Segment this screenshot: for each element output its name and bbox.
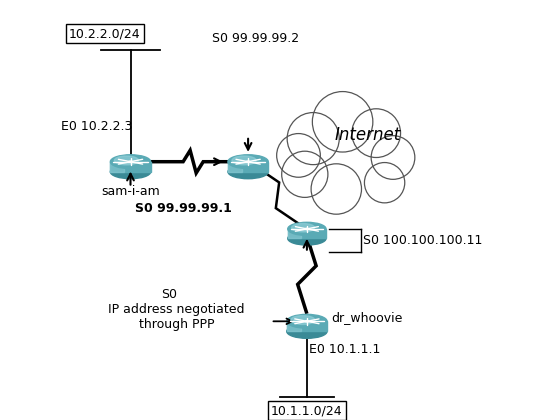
Polygon shape: [228, 162, 268, 172]
Circle shape: [287, 113, 339, 165]
Ellipse shape: [246, 161, 250, 163]
Ellipse shape: [287, 324, 327, 339]
Ellipse shape: [288, 222, 326, 236]
Circle shape: [311, 164, 362, 214]
Text: IP address negotiated
through PPP: IP address negotiated through PPP: [108, 303, 245, 331]
Polygon shape: [287, 321, 301, 331]
Text: S0 100.100.100.11: S0 100.100.100.11: [363, 234, 482, 247]
Ellipse shape: [288, 232, 326, 245]
Circle shape: [282, 151, 328, 197]
Ellipse shape: [129, 161, 132, 163]
Text: 10.2.2.0/24: 10.2.2.0/24: [69, 27, 140, 40]
Circle shape: [371, 136, 415, 179]
Ellipse shape: [292, 223, 315, 232]
Polygon shape: [287, 321, 327, 331]
Circle shape: [312, 92, 373, 152]
Ellipse shape: [228, 155, 268, 168]
Ellipse shape: [111, 165, 151, 179]
Text: sam-i-am: sam-i-am: [101, 185, 160, 198]
Ellipse shape: [111, 155, 151, 168]
Text: E0 10.1.1.1: E0 10.1.1.1: [309, 343, 380, 356]
Ellipse shape: [228, 165, 268, 179]
Circle shape: [277, 134, 320, 177]
Text: S0 99.99.99.2: S0 99.99.99.2: [213, 32, 300, 45]
Polygon shape: [288, 229, 301, 239]
Ellipse shape: [232, 156, 256, 165]
Text: Internet: Internet: [335, 126, 401, 144]
Ellipse shape: [291, 316, 315, 324]
Polygon shape: [288, 229, 326, 239]
Text: 10.1.1.0/24: 10.1.1.0/24: [271, 404, 343, 417]
Text: E0 10.2.2.3: E0 10.2.2.3: [61, 120, 132, 132]
Circle shape: [352, 109, 400, 158]
Text: S0 99.99.99.1: S0 99.99.99.1: [135, 202, 232, 215]
Ellipse shape: [305, 228, 309, 230]
Polygon shape: [111, 162, 124, 172]
Polygon shape: [228, 162, 242, 172]
Text: dr_whoovie: dr_whoovie: [331, 311, 403, 323]
Circle shape: [364, 163, 405, 203]
Polygon shape: [111, 162, 151, 172]
Text: S0: S0: [161, 288, 177, 301]
Ellipse shape: [114, 156, 138, 165]
Ellipse shape: [305, 320, 309, 322]
Ellipse shape: [287, 314, 327, 328]
